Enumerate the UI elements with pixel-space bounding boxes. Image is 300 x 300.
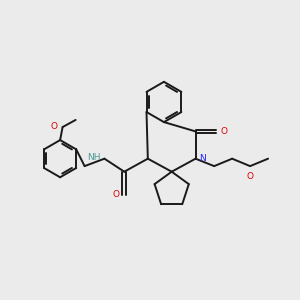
Text: O: O xyxy=(221,127,228,136)
Text: NH: NH xyxy=(87,153,101,162)
Text: O: O xyxy=(112,190,120,200)
Text: N: N xyxy=(200,154,206,163)
Text: O: O xyxy=(51,122,58,131)
Text: O: O xyxy=(247,172,254,181)
